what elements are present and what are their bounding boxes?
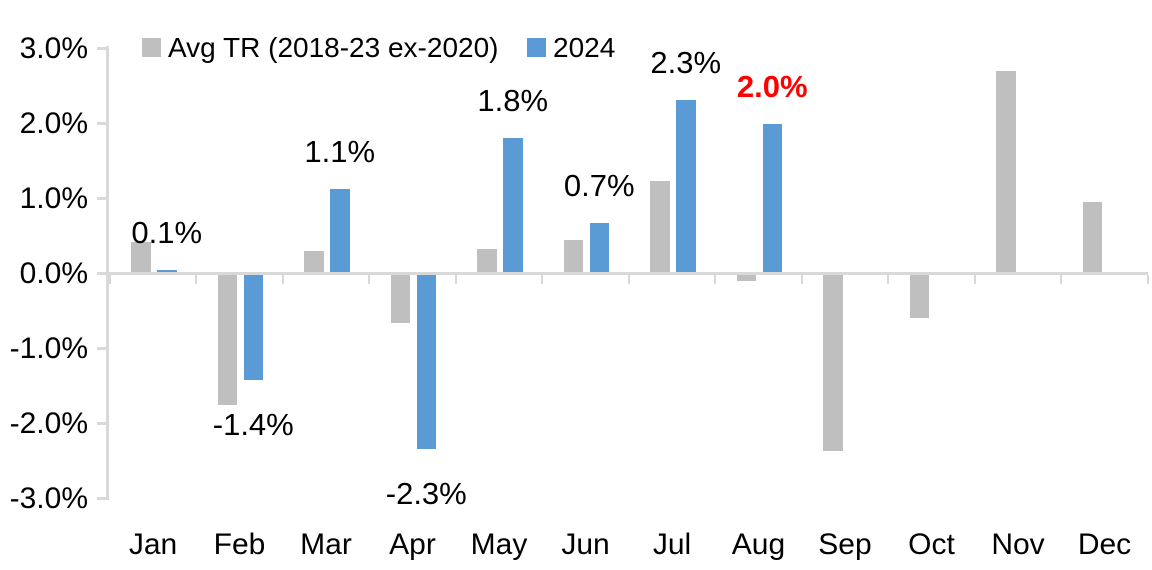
x-axis-tick bbox=[541, 275, 544, 284]
data-label-aug: 2.0% bbox=[736, 68, 808, 104]
data-label-jan: 0.1% bbox=[131, 214, 203, 250]
y-axis-tick-label: 3.0% bbox=[19, 31, 88, 65]
x-axis-tick bbox=[887, 275, 890, 284]
x-axis-tick bbox=[1060, 275, 1063, 284]
data-label-may: 1.8% bbox=[477, 82, 549, 118]
x-axis-tick bbox=[627, 275, 630, 284]
x-axis-tick bbox=[281, 275, 284, 284]
y-axis-tick-label: -3.0% bbox=[9, 481, 88, 515]
bar-avg-tr-nov bbox=[996, 71, 1016, 274]
bar-avg-tr-aug bbox=[736, 273, 756, 281]
x-axis-label-dec: Dec bbox=[1077, 528, 1132, 561]
x-axis-tick bbox=[195, 275, 198, 284]
bar-2024-jul bbox=[676, 100, 696, 274]
x-axis-tick bbox=[454, 275, 457, 284]
bar-avg-tr-apr bbox=[390, 273, 410, 323]
x-axis-label-oct: Oct bbox=[908, 528, 955, 561]
x-axis-label-jan: Jan bbox=[128, 528, 178, 561]
chart-legend: Avg TR (2018-23 ex-2020) 2024 bbox=[0, 0, 1152, 70]
bar-2024-feb bbox=[243, 273, 263, 380]
y-axis-tick-label: -1.0% bbox=[9, 331, 88, 365]
bar-avg-tr-jan bbox=[131, 242, 151, 274]
x-axis-label-nov: Nov bbox=[991, 528, 1045, 561]
x-axis-tick bbox=[714, 275, 717, 284]
y-axis-tick bbox=[97, 122, 106, 125]
x-axis-label-aug: Aug bbox=[731, 528, 786, 561]
data-label-apr: -2.3% bbox=[385, 476, 467, 511]
bar-2024-mar bbox=[330, 188, 350, 274]
bar-avg-tr-jul bbox=[650, 181, 670, 274]
bar-avg-tr-mar bbox=[304, 251, 324, 274]
legend-swatch-blue-icon bbox=[527, 38, 546, 57]
x-axis-label-sep: Sep bbox=[818, 528, 872, 561]
y-axis-tick bbox=[97, 422, 106, 425]
legend-label-2024: 2024 bbox=[553, 32, 616, 63]
y-axis-tick bbox=[97, 347, 106, 350]
x-axis-tick bbox=[800, 275, 803, 284]
x-axis-label-jul: Jul bbox=[652, 528, 692, 561]
y-axis-tick-label: 1.0% bbox=[19, 181, 88, 215]
x-axis-label-feb: Feb bbox=[213, 528, 266, 561]
y-axis-tick-label: 2.0% bbox=[19, 106, 88, 140]
bar-avg-tr-dec bbox=[1082, 202, 1102, 274]
bar-2024-jan bbox=[157, 269, 177, 274]
data-label-mar: 1.1% bbox=[304, 133, 376, 169]
x-axis-zero-line bbox=[106, 272, 1148, 275]
data-label-feb: -1.4% bbox=[212, 407, 294, 442]
bar-avg-tr-jun bbox=[563, 239, 583, 274]
bar-avg-tr-feb bbox=[217, 273, 237, 405]
bar-2024-apr bbox=[416, 273, 436, 449]
x-axis-label-apr: Apr bbox=[389, 528, 436, 561]
bar-2024-jun bbox=[589, 222, 609, 274]
y-axis-tick bbox=[97, 272, 106, 275]
x-axis-tick bbox=[108, 275, 111, 284]
y-axis-tick-label: 0.0% bbox=[19, 256, 88, 290]
legend-label-avg-tr: Avg TR (2018-23 ex-2020) bbox=[168, 32, 499, 63]
x-axis-tick bbox=[973, 275, 976, 284]
data-label-jul: 2.3% bbox=[650, 45, 722, 81]
bar-2024-may bbox=[503, 137, 523, 274]
bar-avg-tr-may bbox=[477, 248, 497, 274]
legend-swatch-gray-icon bbox=[142, 38, 161, 57]
x-axis-label-may: May bbox=[470, 528, 528, 561]
x-axis-tick bbox=[1146, 275, 1149, 284]
y-axis-tick bbox=[97, 497, 106, 500]
y-axis-tick-label: -2.0% bbox=[9, 406, 88, 440]
bar-avg-tr-sep bbox=[823, 273, 843, 452]
data-label-jun: 0.7% bbox=[563, 167, 635, 203]
bar-avg-tr-oct bbox=[909, 273, 929, 318]
y-axis-tick bbox=[97, 47, 106, 50]
x-axis-label-jun: Jun bbox=[561, 528, 610, 561]
y-axis-tick bbox=[97, 197, 106, 200]
x-axis-label-mar: Mar bbox=[300, 528, 352, 561]
x-axis-tick bbox=[368, 275, 371, 284]
bar-2024-aug bbox=[762, 123, 782, 274]
